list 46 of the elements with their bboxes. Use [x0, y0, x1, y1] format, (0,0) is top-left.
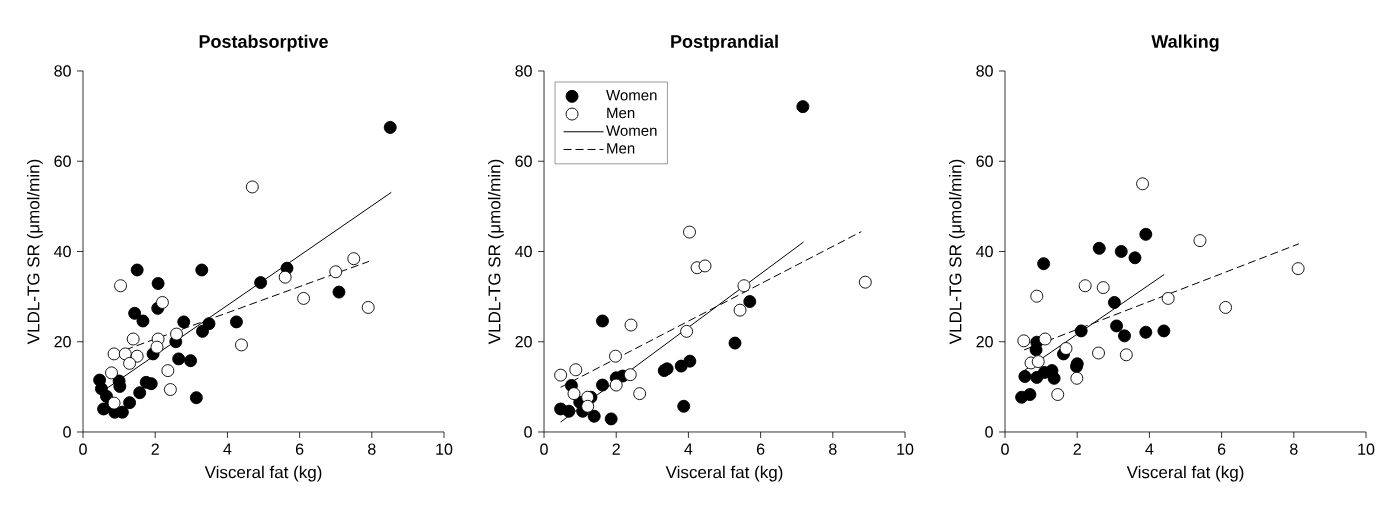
y-tick-label: 20: [515, 336, 532, 348]
x-tick-label: 4: [223, 443, 232, 455]
legend-label: Men: [607, 143, 635, 154]
y-tick-label: 40: [976, 245, 993, 258]
x-tick-label: 2: [612, 443, 620, 455]
x-tick-label: 0: [79, 443, 87, 455]
x-tick-label: 2: [151, 443, 159, 455]
chart-title: Walking: [1151, 34, 1219, 52]
y-tick-label: 20: [976, 336, 993, 348]
y-tick-label: 60: [976, 155, 993, 167]
x-tick-label: 0: [1001, 443, 1009, 455]
x-tick-label: 6: [295, 443, 304, 455]
x-axis-title: Visceral fat (kg): [1126, 465, 1244, 482]
legend-label: Women: [606, 90, 657, 101]
y-tick-label: 60: [515, 155, 532, 167]
y-tick-label: 80: [54, 65, 71, 77]
x-tick-label: 4: [684, 443, 693, 455]
x-tick-label: 6: [756, 443, 765, 455]
x-axis-title: Visceral fat (kg): [665, 465, 783, 482]
x-axis-title: Visceral fat (kg): [204, 465, 322, 482]
x-tick-label: 4: [1145, 443, 1154, 455]
y-tick-label: 0: [63, 426, 71, 438]
x-tick-label: 8: [368, 443, 376, 455]
y-tick-label: 0: [524, 426, 532, 438]
y-axis-title: VLDL-TG SR (μmol/min): [487, 159, 504, 345]
x-tick-label: 8: [1290, 443, 1298, 455]
chart-title: Postprandial: [671, 34, 778, 52]
y-axis-title: VLDL-TG SR (μmol/min): [948, 159, 965, 345]
x-tick-label: 0: [540, 443, 548, 455]
x-tick-label: 10: [1358, 443, 1375, 455]
x-tick-label: 2: [1073, 443, 1081, 455]
y-tick-label: 20: [54, 336, 71, 348]
y-tick-label: 80: [515, 65, 532, 77]
x-tick-label: 6: [1217, 443, 1226, 455]
legend-label: Women: [606, 125, 657, 136]
x-tick-label: 8: [829, 443, 837, 455]
x-tick-label: 10: [436, 443, 453, 455]
y-tick-label: 40: [54, 245, 71, 258]
legend-label: Men: [607, 107, 635, 119]
y-axis-title: VLDL-TG SR (μmol/min): [26, 159, 43, 345]
y-tick-label: 60: [54, 155, 71, 167]
y-tick-label: 80: [976, 65, 993, 77]
chart-title: Postabsorptive: [199, 34, 328, 52]
y-tick-label: 0: [985, 426, 993, 438]
y-tick-label: 40: [515, 245, 532, 258]
x-tick-label: 10: [897, 443, 914, 455]
